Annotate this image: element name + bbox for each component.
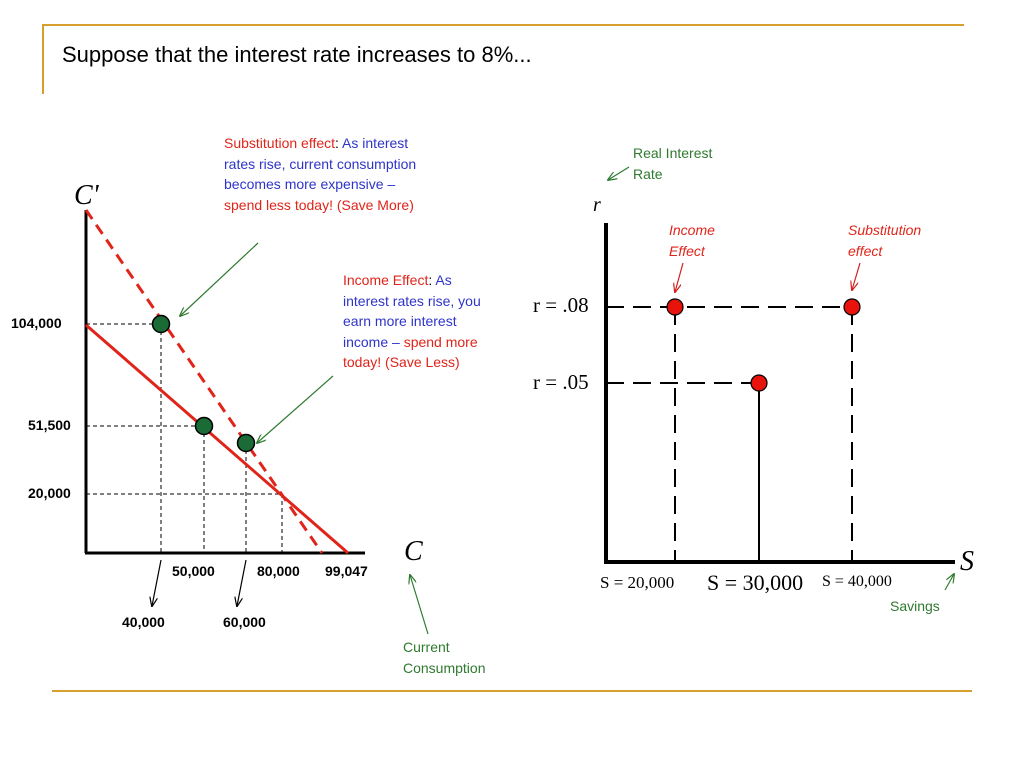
substitution-effect-note: Substitution effect: As interest rates r… <box>224 133 424 215</box>
substitution-arrow <box>180 242 259 316</box>
consumption-point-b <box>194 416 214 436</box>
left-y-axis-label: C' <box>74 180 99 211</box>
income-arrow <box>257 375 334 443</box>
income-effect-note: Income Effect: As interest rates rise, y… <box>343 270 493 373</box>
rate-label-08: r = .08 <box>533 293 589 317</box>
income-note-body: As interest rates rise, you earn more in… <box>343 272 481 350</box>
y-tick-20000: 20,000 <box>28 485 71 501</box>
slide-title: Suppose that the interest rate increases… <box>62 42 532 67</box>
left-x-axis-label: C <box>404 536 423 567</box>
x-tick-50000: 50,000 <box>172 563 215 579</box>
income-effect-arrow <box>675 262 684 292</box>
substitution-note-conclusion: spend less today! (Save More) <box>224 196 414 213</box>
x-tick-80000: 80,000 <box>257 563 300 579</box>
income-note-colon: : <box>428 272 433 288</box>
income-effect-label: Income Effect <box>669 222 715 259</box>
arrow-to-40000 <box>152 559 162 606</box>
bottom-accent-rule <box>52 690 972 692</box>
savings-label: Savings <box>890 598 940 614</box>
right-chart <box>604 166 955 591</box>
real-interest-arrow <box>608 166 630 180</box>
right-y-axis-label: r <box>593 194 601 216</box>
savings-point-30000 <box>750 374 768 392</box>
right-x-axis-label: S <box>960 546 974 577</box>
left-chart <box>84 209 429 635</box>
consumption-point-c <box>236 433 256 453</box>
income-note-conclusion: spend more today! (Save Less) <box>343 333 478 371</box>
savings-label-30000: S = 30,000 <box>707 570 804 595</box>
right-dashed-lines <box>606 306 853 562</box>
savings-point-20000 <box>666 298 684 316</box>
savings-label-20000: S = 20,000 <box>600 573 675 592</box>
x-tick-99047: 99,047 <box>325 563 368 579</box>
substitution-effect-arrow <box>852 262 861 290</box>
substitution-note-body: As interest rates rise, current consumpt… <box>224 135 417 193</box>
savings-point-40000 <box>843 298 861 316</box>
real-interest-rate-label: Real Interest Rate <box>633 145 713 182</box>
top-accent-rule <box>42 24 964 26</box>
savings-label-40000: S = 40,000 <box>822 573 892 590</box>
income-note-title: Income Effect <box>343 272 429 288</box>
consumption-point-a <box>151 314 171 334</box>
budget-line-original <box>85 323 349 555</box>
current-consumption-arrow <box>410 575 429 635</box>
substitution-effect-label: Substitution effect <box>848 222 922 259</box>
left-accent-rule <box>42 24 44 94</box>
x-tick-60000: 60,000 <box>223 614 266 630</box>
substitution-note-colon: : <box>335 135 339 151</box>
substitution-note-title: Substitution effect <box>224 135 336 151</box>
left-guide-lines <box>86 323 283 553</box>
y-tick-104000: 104,000 <box>11 315 62 331</box>
x-tick-40000: 40,000 <box>122 614 165 630</box>
arrow-to-60000 <box>237 559 247 606</box>
current-consumption-label: Current Consumption <box>403 639 486 676</box>
y-tick-51500: 51,500 <box>28 417 71 433</box>
savings-arrow <box>944 574 954 591</box>
rate-label-05: r = .05 <box>533 370 589 394</box>
